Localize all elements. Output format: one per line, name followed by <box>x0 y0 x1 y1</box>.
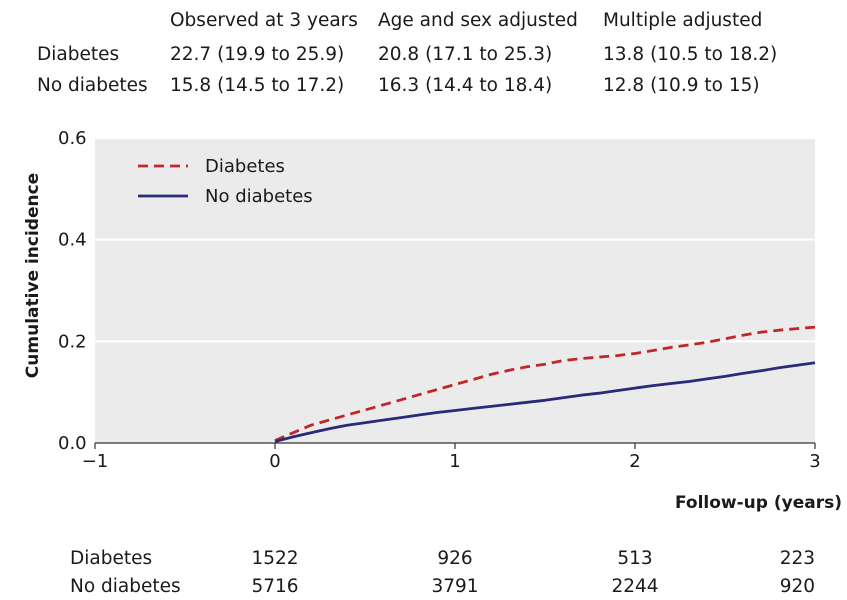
legend-label: No diabetes <box>205 186 313 207</box>
x-tick-label: −1 <box>82 451 109 472</box>
x-tick-label: 1 <box>449 451 460 472</box>
x-tick-label: 3 <box>809 451 820 472</box>
risk-cell: 3791 <box>431 576 479 597</box>
summary-table: Observed at 3 years Age and sex adjusted… <box>0 0 847 110</box>
risk-cell: 926 <box>437 548 473 569</box>
x-tick-label: 0 <box>269 451 280 472</box>
series-line-no-diabetes <box>274 361 816 443</box>
summary-cell: 20.8 (17.1 to 25.3) <box>378 44 553 65</box>
summary-cell: 15.8 (14.5 to 17.2) <box>170 75 345 96</box>
summary-cell: 22.7 (19.9 to 25.9) <box>170 44 345 65</box>
cumulative-incidence-chart: 0.0 0.2 0.4 0.6 −1 0 1 2 3 Follow-up (years) Cumul… <box>23 128 842 513</box>
risk-row-label: Diabetes <box>70 548 153 569</box>
y-tick-label: 0.6 <box>58 128 87 149</box>
summary-row-label: No diabetes <box>37 75 148 96</box>
risk-cell: 223 <box>779 548 815 569</box>
y-tick-label: 0.4 <box>58 230 87 251</box>
summary-column-header: Observed at 3 years <box>170 10 358 31</box>
risk-cell: 920 <box>779 576 815 597</box>
summary-cell: 12.8 (10.9 to 15) <box>603 75 760 96</box>
summary-column-header: Multiple adjusted <box>603 10 763 31</box>
summary-row-label: Diabetes <box>37 44 120 65</box>
risk-cell: 5716 <box>251 576 299 597</box>
y-axis-title: Cumulative incidence <box>23 173 43 378</box>
summary-column-header: Age and sex adjusted <box>378 10 578 31</box>
risk-cell: 1522 <box>251 548 299 569</box>
x-tick-label: 2 <box>629 451 640 472</box>
summary-cell: 13.8 (10.5 to 18.2) <box>603 44 778 65</box>
risk-table: Diabetes No diabetes 1522 926 513 223 5716 37… <box>0 540 847 600</box>
legend-label: Diabetes <box>205 156 285 177</box>
risk-row-label: No diabetes <box>70 576 181 597</box>
y-tick-label: 0.2 <box>58 331 87 352</box>
risk-cell: 513 <box>617 548 653 569</box>
y-tick-label: 0.0 <box>58 433 87 454</box>
x-axis-title: Follow-up (years) <box>675 493 842 513</box>
series-line-diabetes <box>274 325 816 442</box>
summary-cell: 16.3 (14.4 to 18.4) <box>378 75 553 96</box>
risk-cell: 2244 <box>611 576 659 597</box>
plot-background <box>95 138 815 443</box>
